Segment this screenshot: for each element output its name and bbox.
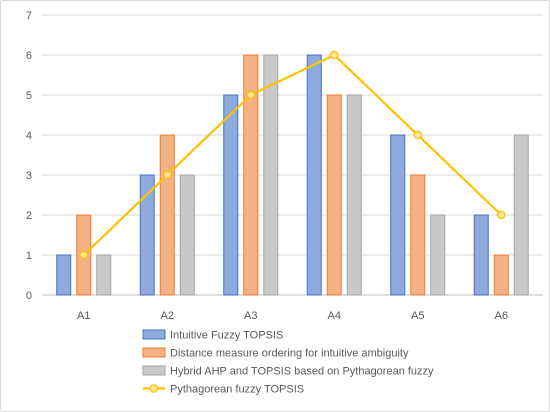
- y-tick-label: 1: [26, 250, 32, 262]
- x-tick-label: A1: [77, 310, 90, 322]
- line-pythagorean-fuzzy-topsis: [82, 53, 503, 256]
- legend-label: Distance measure ordering for intuitive …: [170, 348, 409, 360]
- bar-hybrid-ahp-and-topsis-based-on-pythagorean-fuzzy-a3: [263, 54, 279, 296]
- bar-intuitive-fuzzy-topsis-a5: [390, 134, 406, 296]
- x-tick-label: A3: [244, 310, 257, 322]
- line-marker-point: [79, 250, 89, 260]
- bar-intuitive-fuzzy-topsis-a4: [306, 54, 322, 296]
- line-marker-point: [413, 130, 422, 140]
- y-tick-label: 6: [26, 50, 32, 62]
- legend-swatch: [142, 329, 166, 340]
- x-tick-label: A4: [328, 310, 341, 322]
- bar-hybrid-ahp-and-topsis-based-on-pythagorean-fuzzy-a6: [513, 134, 529, 296]
- bar-distance-measure-ordering-for-intuitive-ambiguity-a3: [243, 54, 259, 296]
- bar-intuitive-fuzzy-topsis-a3: [223, 94, 239, 296]
- legend-marker: [149, 384, 159, 393]
- y-tick-label: 4: [26, 130, 32, 142]
- x-tick-label: A6: [495, 310, 508, 322]
- x-tick-label: A5: [411, 310, 424, 322]
- legend-label: Hybrid AHP and TOPSIS based on Pythagore…: [170, 366, 434, 378]
- bar-distance-measure-ordering-for-intuitive-ambiguity-a6: [493, 254, 509, 296]
- gridlines: [42, 14, 543, 296]
- y-tick-label: 7: [26, 10, 32, 22]
- y-tick-label: 2: [26, 210, 32, 222]
- y-tick-label: 3: [26, 170, 32, 182]
- line-series: [79, 50, 506, 260]
- bar-hybrid-ahp-and-topsis-based-on-pythagorean-fuzzy-a2: [179, 174, 195, 296]
- legend-swatch: [142, 347, 166, 358]
- line-marker-point: [162, 170, 172, 180]
- bar-hybrid-ahp-and-topsis-based-on-pythagorean-fuzzy-a1: [96, 254, 112, 296]
- y-tick-label: 5: [26, 90, 32, 102]
- legend: Intuitive Fuzzy TOPSIS Distance measure o…: [142, 329, 434, 396]
- bar-intuitive-fuzzy-topsis-a6: [473, 214, 489, 296]
- line-marker-point: [246, 90, 255, 100]
- line-marker-point: [329, 50, 339, 60]
- x-axis-ticks: A1 A2 A3 A4 A5 A6: [77, 310, 508, 322]
- legend-label: Pythagorean fuzzy TOPSIS: [170, 384, 304, 396]
- bar-distance-measure-ordering-for-intuitive-ambiguity-a2: [159, 134, 175, 296]
- legend-swatch: [142, 365, 166, 376]
- bar-distance-measure-ordering-for-intuitive-ambiguity-a4: [326, 94, 342, 296]
- y-axis-ticks: 0 1 2 3 4 5 6 7: [26, 10, 32, 302]
- x-tick-label: A2: [161, 310, 174, 322]
- y-tick-label: 0: [26, 290, 32, 302]
- bar-distance-measure-ordering-for-intuitive-ambiguity-a5: [410, 174, 426, 296]
- bar-intuitive-fuzzy-topsis-a1: [56, 254, 72, 296]
- bar-hybrid-ahp-and-topsis-based-on-pythagorean-fuzzy-a4: [346, 94, 362, 296]
- bar-intuitive-fuzzy-topsis-a2: [139, 174, 155, 296]
- line-marker-point: [496, 210, 506, 220]
- bar-hybrid-ahp-and-topsis-based-on-pythagorean-fuzzy-a5: [430, 214, 446, 296]
- legend-label: Intuitive Fuzzy TOPSIS: [170, 330, 283, 342]
